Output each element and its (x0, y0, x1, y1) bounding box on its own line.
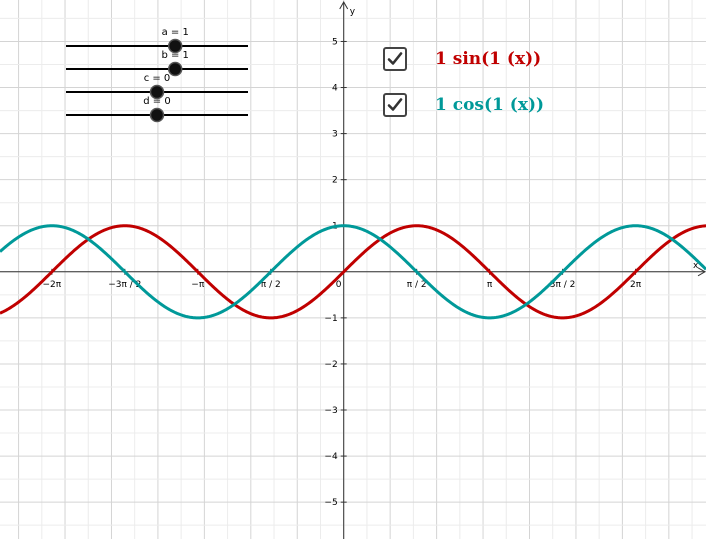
x-tick-label: π / 2 (407, 280, 427, 290)
y-tick-label: 2 (332, 176, 338, 186)
x-tick-label: 0 (336, 280, 342, 290)
slider-a-label: a = 1 (162, 27, 189, 38)
checkmark-icon (387, 52, 403, 65)
sin-curve (0, 224, 706, 320)
x-tick-label: −3π / 2 (108, 280, 141, 290)
slider-c-label: c = 0 (144, 73, 171, 84)
cos-curve (0, 224, 706, 320)
y-axis-label: y (350, 7, 356, 17)
slider-d-knob[interactable] (149, 107, 165, 123)
cos-checkbox[interactable] (383, 93, 407, 117)
curves (0, 224, 706, 320)
y-tick-label: −4 (324, 452, 338, 462)
slider-b-label: b = 1 (161, 50, 188, 61)
slider-b-knob[interactable] (167, 61, 183, 77)
slider-c-knob[interactable] (149, 84, 165, 100)
x-tick-label: −2π (43, 280, 62, 290)
sin-checkbox[interactable] (383, 47, 407, 71)
slider-panel: a = 1 b = 1 c = 0 d = 0 (66, 27, 248, 123)
y-tick-label: −2 (324, 360, 337, 370)
x-tick-label: 3π / 2 (550, 280, 576, 290)
sin-toggle-row: 1 sin(1 (x)) (383, 47, 541, 71)
y-tick-label: 3 (332, 130, 338, 140)
checkmark-icon (387, 98, 403, 111)
y-tick-label: 5 (332, 37, 338, 47)
y-tick-label: −5 (324, 498, 337, 508)
y-tick-label: 4 (332, 84, 338, 94)
x-tick-label: −π (191, 280, 205, 290)
cos-function-label: 1 cos(1 (x)) (435, 95, 545, 115)
sin-function-label: 1 sin(1 (x)) (435, 49, 542, 69)
slider-d-label: d = 0 (143, 96, 170, 107)
x-axis-label: x (693, 261, 699, 271)
x-axis-arrow-icon (697, 267, 706, 277)
x-tick-label: 2π (630, 280, 642, 290)
y-tick-label: −3 (324, 406, 337, 416)
slider-a-knob[interactable] (167, 38, 183, 54)
y-axis-arrow-icon (339, 0, 349, 10)
cos-toggle-row: 1 cos(1 (x)) (383, 93, 544, 117)
x-tick-label: π (487, 280, 493, 290)
x-tick-label: π / 2 (261, 280, 281, 290)
y-tick-label: −1 (324, 314, 337, 324)
